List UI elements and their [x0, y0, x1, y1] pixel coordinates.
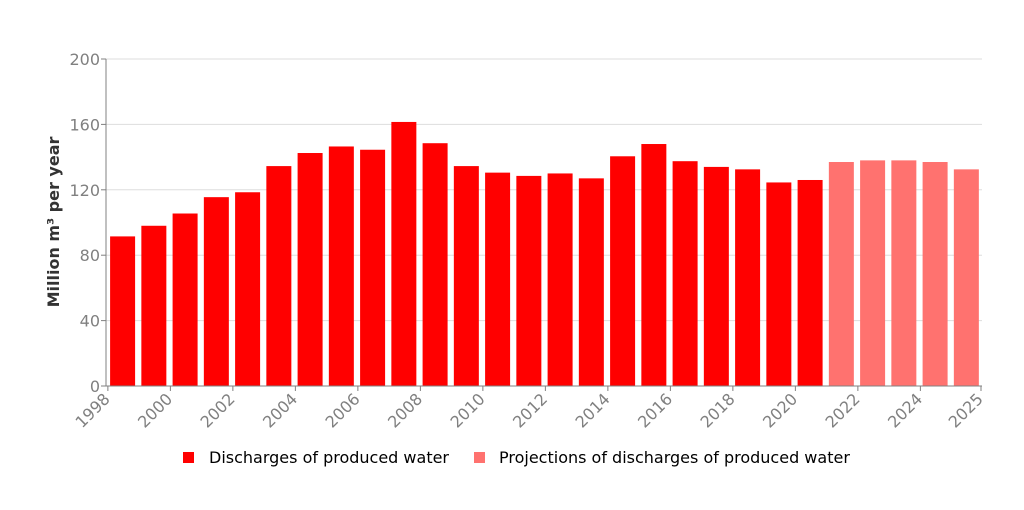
bar-discharge: [172, 213, 198, 386]
x-tick-label: 1998: [71, 389, 113, 431]
bar-discharge: [516, 175, 542, 386]
legend-swatch-projections: [474, 452, 485, 463]
axes: [105, 59, 982, 387]
legend: Discharges of produced water Projections…: [183, 448, 850, 467]
bar-discharge: [203, 197, 229, 386]
x-tick-label: 2006: [321, 389, 363, 431]
y-tick-label: 160: [69, 115, 100, 134]
bar-discharge: [453, 166, 479, 386]
x-tick-label: 2022: [821, 389, 863, 431]
x-tick-label: 2025: [945, 389, 987, 431]
bar-discharge: [547, 173, 573, 386]
legend-label-discharges: Discharges of produced water: [209, 448, 449, 467]
bar-discharge: [422, 143, 448, 386]
x-tick-label: 2008: [384, 389, 426, 431]
bar-discharge: [297, 153, 323, 386]
y-axis-title: Million m³ per year: [44, 136, 63, 307]
bar-discharge: [797, 179, 823, 386]
y-tick-label: 40: [80, 312, 100, 331]
x-tick-label: 2002: [196, 389, 238, 431]
x-tick-label: 2010: [446, 389, 488, 431]
x-tick-label: 2004: [259, 389, 301, 431]
bar-discharge: [235, 192, 261, 386]
bar-discharge: [141, 225, 167, 386]
bar-projection: [922, 162, 948, 386]
bar-discharge: [110, 236, 136, 386]
bar-discharge: [391, 121, 417, 386]
y-tick-label: 0: [90, 377, 100, 396]
x-tick-label: 2024: [884, 389, 926, 431]
x-axis-ticks: 1998 2000 2002 2004 2006 2008 2010 2012 2014 2016…: [71, 386, 987, 432]
x-tick-label: 2020: [759, 389, 801, 431]
y-tick-label: 200: [69, 50, 100, 69]
bar-discharge: [703, 166, 729, 386]
bar-discharge: [485, 172, 511, 386]
bar-discharge: [578, 178, 604, 386]
x-tick-label: 2000: [134, 389, 176, 431]
bar-projection: [953, 169, 979, 386]
bar-projection: [860, 160, 886, 386]
y-axis-ticks: 0 40 80 120 160 200: [69, 50, 106, 396]
x-tick-label: 2012: [509, 389, 551, 431]
legend-swatch-discharges: [183, 452, 194, 463]
x-tick-label: 2018: [696, 389, 738, 431]
bar-discharge: [735, 169, 761, 386]
bar-discharge: [672, 161, 698, 386]
bar-discharge: [766, 182, 792, 386]
x-tick-label: 2016: [634, 389, 676, 431]
y-tick-label: 120: [69, 181, 100, 200]
legend-label-projections: Projections of discharges of produced wa…: [499, 448, 850, 467]
bar-discharge: [266, 166, 292, 386]
bars: [110, 121, 979, 386]
bar-projection: [891, 160, 917, 386]
bar-discharge: [360, 149, 386, 386]
bar-discharge: [328, 146, 354, 386]
bar-discharge: [610, 156, 636, 386]
x-tick-label: 2014: [571, 389, 613, 431]
bar-projection: [828, 162, 854, 386]
bar-discharge: [641, 144, 667, 386]
y-tick-label: 80: [80, 246, 100, 265]
